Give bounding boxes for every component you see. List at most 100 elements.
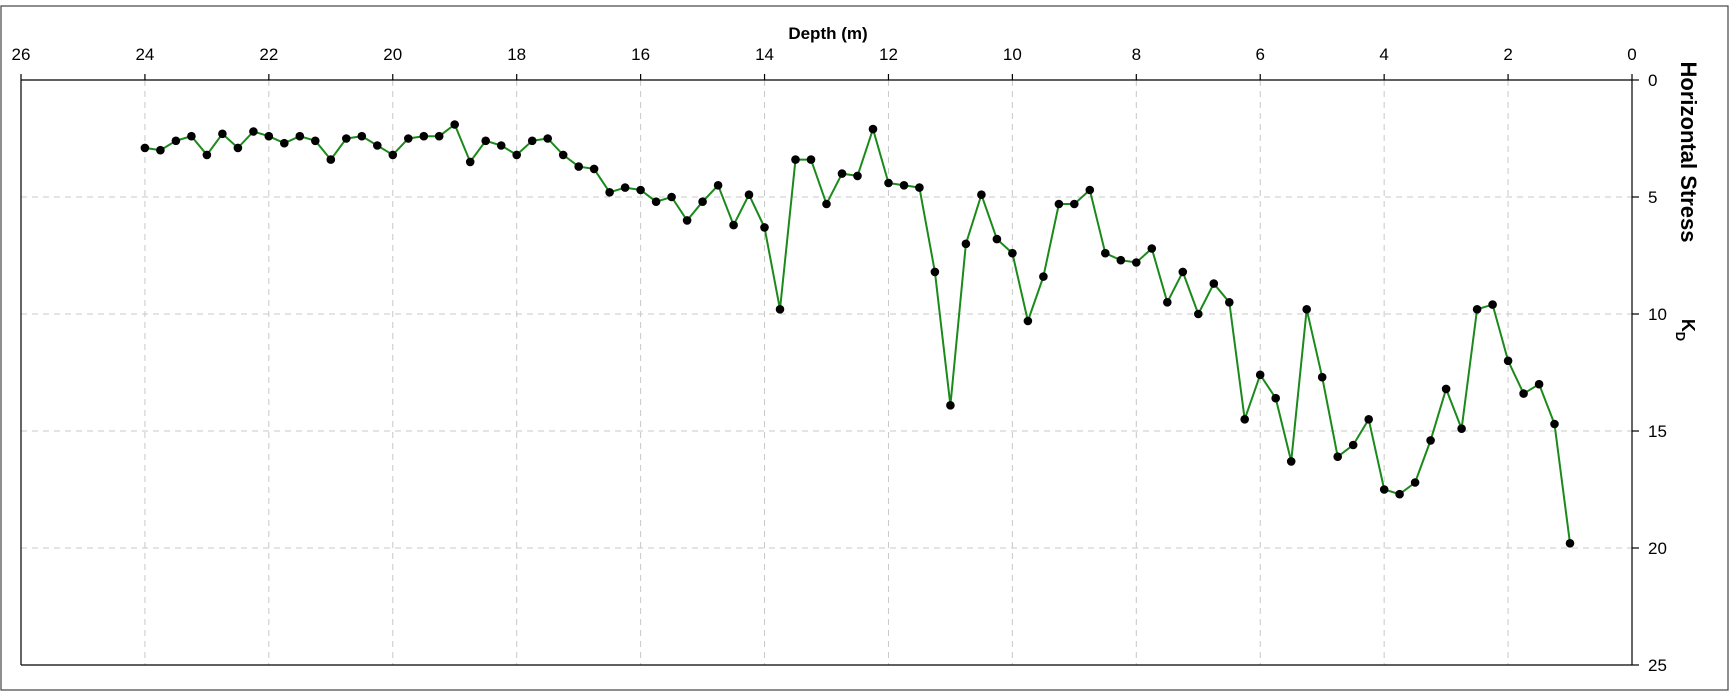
- data-point: [1163, 298, 1172, 307]
- data-point: [450, 120, 460, 129]
- data-point: [311, 136, 320, 146]
- data-point: [1240, 415, 1249, 424]
- data-point: [496, 141, 506, 150]
- data-point: [1255, 370, 1265, 380]
- data-point: [667, 192, 676, 202]
- data-point: [140, 143, 150, 153]
- data-point: [233, 143, 243, 153]
- data-point: [1488, 300, 1497, 309]
- y-tick-label: 0: [1648, 71, 1657, 90]
- data-point: [1395, 489, 1404, 499]
- data-point: [218, 129, 227, 139]
- data-point: [992, 234, 1002, 244]
- y-axis-symbol-main: K: [1678, 319, 1698, 332]
- data-point: [946, 401, 955, 410]
- data-point: [744, 190, 754, 199]
- data-point: [1426, 436, 1435, 445]
- data-point: [1472, 305, 1482, 314]
- data-point: [1225, 298, 1234, 307]
- data-point: [481, 136, 491, 146]
- x-tick-label: 2: [1503, 45, 1512, 64]
- data-point: [1008, 248, 1017, 258]
- data-point: [1348, 440, 1358, 450]
- data-point: [589, 164, 599, 174]
- data-point: [1317, 372, 1327, 382]
- data-point: [1023, 316, 1033, 326]
- data-point: [884, 178, 893, 188]
- data-point: [1194, 309, 1203, 319]
- data-point: [620, 183, 630, 192]
- data-point: [1364, 415, 1373, 424]
- data-point: [1286, 457, 1296, 466]
- x-tick-label: 26: [12, 45, 31, 64]
- data-point: [527, 136, 537, 146]
- data-point: [373, 141, 382, 150]
- data-point: [1503, 356, 1513, 366]
- x-tick-label: 6: [1255, 45, 1264, 64]
- data-point: [280, 138, 289, 148]
- data-point: [326, 155, 336, 164]
- data-point: [651, 197, 661, 206]
- data-point: [1519, 389, 1528, 398]
- data-point: [822, 199, 831, 209]
- data-point: [760, 223, 769, 232]
- data-point: [156, 145, 165, 155]
- data-point: [930, 267, 940, 277]
- data-point: [512, 150, 521, 160]
- data-point: [1379, 485, 1389, 494]
- data-point: [915, 183, 924, 192]
- data-point: [698, 197, 707, 206]
- data-point: [1565, 539, 1575, 548]
- y-axis-symbol: KD: [1673, 319, 1698, 341]
- data-point: [853, 171, 862, 181]
- data-point: [899, 181, 909, 190]
- data-point: [574, 162, 583, 171]
- data-point: [249, 127, 258, 136]
- y-tick-label: 20: [1648, 539, 1667, 558]
- data-point: [729, 220, 738, 230]
- outer-frame: [0, 5, 1729, 691]
- x-tick-label: 22: [259, 45, 278, 64]
- data-point: [264, 131, 274, 141]
- data-point: [1550, 419, 1559, 429]
- data-point: [1054, 199, 1064, 209]
- marker-layer: [140, 120, 1575, 548]
- data-point: [465, 157, 475, 167]
- x-tick-label: 4: [1379, 45, 1388, 64]
- data-point: [1333, 452, 1342, 462]
- data-point: [1441, 384, 1451, 394]
- data-point: [791, 155, 800, 164]
- data-point: [187, 131, 196, 141]
- data-point: [1039, 272, 1048, 281]
- data-point: [295, 131, 305, 141]
- data-point: [1070, 199, 1079, 209]
- data-point: [419, 131, 429, 141]
- data-point: [388, 150, 398, 160]
- data-point: [1302, 305, 1311, 314]
- data-point: [806, 155, 816, 164]
- x-tick-label: 10: [1003, 45, 1022, 64]
- data-point: [1410, 478, 1420, 487]
- data-point: [1085, 185, 1095, 195]
- x-tick-label: 24: [135, 45, 154, 64]
- data-point: [1457, 424, 1466, 434]
- data-point: [636, 185, 645, 195]
- y-axis-symbol-sub: D: [1673, 332, 1688, 341]
- data-point: [961, 239, 971, 249]
- data-point: [682, 216, 692, 225]
- data-point: [342, 134, 351, 143]
- data-point: [605, 188, 614, 197]
- data-point: [543, 134, 552, 143]
- y-axis-symbol-group: KD: [1673, 319, 1698, 341]
- data-point: [202, 150, 212, 160]
- y-tick-label: 10: [1648, 305, 1667, 324]
- data-point: [1209, 279, 1219, 288]
- y-tick-label: 5: [1648, 188, 1657, 207]
- x-tick-label: 18: [507, 45, 526, 64]
- x-tick-label: 0: [1627, 45, 1636, 64]
- x-tick-label: 20: [383, 45, 402, 64]
- data-point: [713, 181, 723, 190]
- data-point: [434, 131, 444, 141]
